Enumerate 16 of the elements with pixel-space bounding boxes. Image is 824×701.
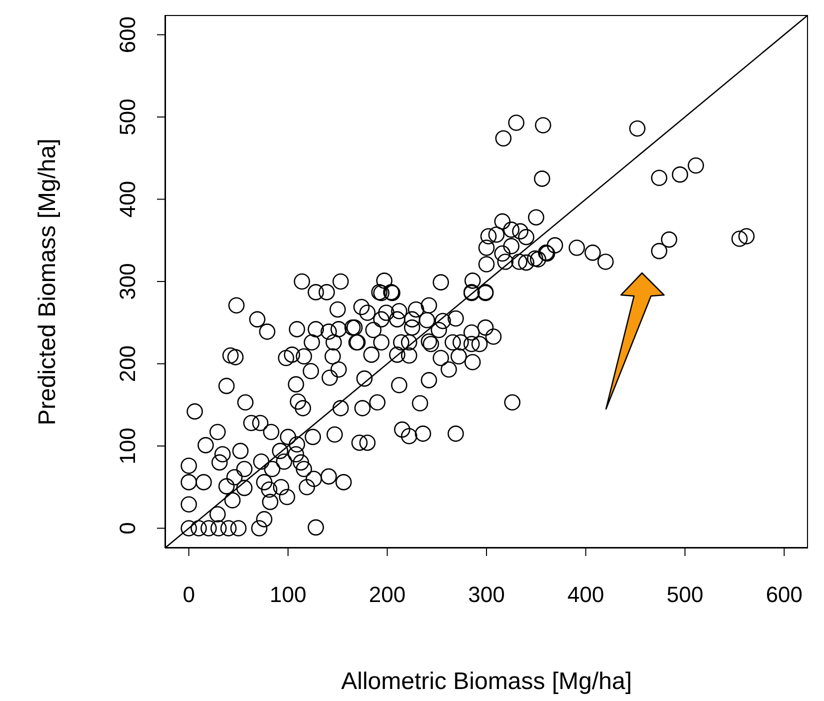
y-tick-label: 500: [115, 98, 140, 136]
x-tick-label: 300: [468, 582, 505, 607]
x-tick-label: 100: [270, 582, 306, 607]
y-tick-label: 400: [115, 180, 140, 218]
x-tick-label: 400: [567, 582, 604, 607]
y-tick-label: 200: [115, 345, 140, 382]
x-tick-label: 500: [666, 582, 704, 607]
y-tick-label: 100: [115, 428, 140, 464]
x-tick-label: 200: [368, 582, 406, 607]
y-tick-label: 0: [115, 522, 140, 534]
x-axis-title: Allometric Biomass [Mg/ha]: [340, 668, 633, 696]
x-tick-label: 0: [182, 582, 195, 607]
y-tick-label: 300: [115, 263, 140, 300]
y-axis-title: Predicted Biomass [Mg/ha]: [34, 138, 62, 425]
y-tick-label: 600: [115, 16, 140, 54]
x-tick-label: 600: [766, 582, 803, 607]
